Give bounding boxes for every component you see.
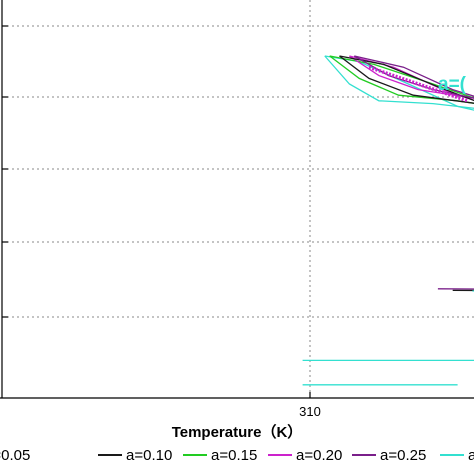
legend-label: a=0.05 [0, 447, 30, 464]
hysteresis-curve-upper [349, 55, 474, 101]
x-tick-label: 310 [299, 404, 321, 419]
legend: a=0.05 a=0.10 a=0.15 a=0.20 a=0.25 a= [0, 447, 474, 464]
grid [2, 0, 474, 398]
x-axis-ticks: 310315320325 [299, 392, 321, 419]
hysteresis-curve-lower [339, 55, 474, 104]
legend-label: a=0.15 [211, 447, 257, 464]
legend-label: a=0.20 [296, 447, 342, 464]
legend-label: a=0.25 [380, 447, 426, 464]
legend-label: a=0.10 [126, 447, 172, 464]
data-curves [302, 55, 474, 386]
hysteresis-curve-lower [324, 55, 474, 109]
hysteresis-curve-upper [339, 55, 474, 102]
x-axis-label: Temperature（K） [172, 423, 303, 441]
legend-label: a= [468, 447, 474, 464]
data-curve [452, 289, 474, 292]
plot-frame [0, 0, 474, 399]
series-annotation: a=( [438, 74, 467, 95]
hysteresis-curve-upper [329, 55, 474, 99]
hysteresis-curve-upper [354, 55, 474, 97]
